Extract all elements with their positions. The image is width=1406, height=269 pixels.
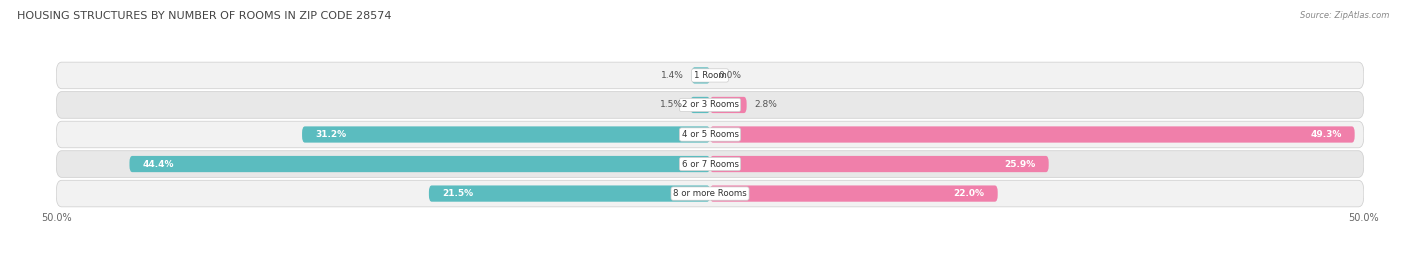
Text: 21.5%: 21.5% bbox=[441, 189, 472, 198]
Text: 4 or 5 Rooms: 4 or 5 Rooms bbox=[682, 130, 738, 139]
Text: 22.0%: 22.0% bbox=[953, 189, 984, 198]
Text: 2.8%: 2.8% bbox=[755, 100, 778, 109]
FancyBboxPatch shape bbox=[56, 62, 1364, 89]
FancyBboxPatch shape bbox=[56, 121, 1364, 148]
FancyBboxPatch shape bbox=[692, 67, 710, 84]
FancyBboxPatch shape bbox=[129, 156, 710, 172]
Text: HOUSING STRUCTURES BY NUMBER OF ROOMS IN ZIP CODE 28574: HOUSING STRUCTURES BY NUMBER OF ROOMS IN… bbox=[17, 11, 391, 21]
Text: 1.5%: 1.5% bbox=[659, 100, 682, 109]
Text: 1.4%: 1.4% bbox=[661, 71, 683, 80]
FancyBboxPatch shape bbox=[710, 126, 1354, 143]
FancyBboxPatch shape bbox=[710, 97, 747, 113]
FancyBboxPatch shape bbox=[690, 97, 710, 113]
Text: 25.9%: 25.9% bbox=[1004, 160, 1036, 169]
Text: 0.0%: 0.0% bbox=[718, 71, 741, 80]
FancyBboxPatch shape bbox=[56, 180, 1364, 207]
Text: 44.4%: 44.4% bbox=[142, 160, 174, 169]
FancyBboxPatch shape bbox=[710, 185, 998, 202]
FancyBboxPatch shape bbox=[429, 185, 710, 202]
Text: Source: ZipAtlas.com: Source: ZipAtlas.com bbox=[1299, 11, 1389, 20]
FancyBboxPatch shape bbox=[710, 156, 1049, 172]
Text: 1 Room: 1 Room bbox=[693, 71, 727, 80]
Text: 8 or more Rooms: 8 or more Rooms bbox=[673, 189, 747, 198]
FancyBboxPatch shape bbox=[56, 92, 1364, 118]
FancyBboxPatch shape bbox=[302, 126, 710, 143]
Text: 31.2%: 31.2% bbox=[315, 130, 346, 139]
Text: 49.3%: 49.3% bbox=[1310, 130, 1341, 139]
FancyBboxPatch shape bbox=[56, 151, 1364, 177]
Text: 6 or 7 Rooms: 6 or 7 Rooms bbox=[682, 160, 738, 169]
Text: 2 or 3 Rooms: 2 or 3 Rooms bbox=[682, 100, 738, 109]
